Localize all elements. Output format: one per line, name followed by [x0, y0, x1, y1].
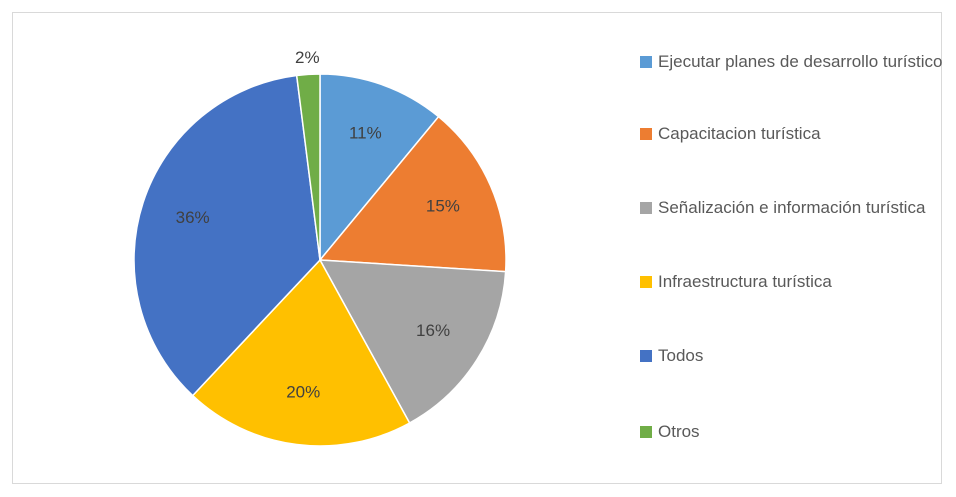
legend-label: Ejecutar planes de desarrollo turístico	[658, 52, 943, 71]
legend-swatch	[640, 426, 652, 438]
legend-swatch	[640, 128, 652, 140]
pie-slice	[133, 74, 321, 397]
data-label: 16%	[416, 321, 450, 340]
legend-swatch	[640, 56, 652, 68]
legend-item: Todos	[640, 341, 948, 371]
legend-label: Señalización e información turística	[658, 198, 926, 217]
pie-slice	[191, 258, 411, 447]
legend-item: Ejecutar planes de desarrollo turístico	[640, 47, 948, 77]
legend-label: Todos	[658, 346, 704, 365]
data-label: 11%	[349, 123, 382, 142]
data-label: 2%	[295, 48, 320, 67]
pie-slice	[295, 73, 321, 261]
pie-slice	[318, 259, 507, 425]
chart-border	[12, 12, 942, 484]
legend-label: Infraestructura turística	[658, 272, 832, 291]
legend-item: Otros	[640, 417, 948, 447]
legend-swatch	[640, 276, 652, 288]
legend-item: Señalización e información turística	[640, 193, 948, 223]
data-label: 15%	[426, 196, 460, 215]
pie-slice	[318, 115, 507, 273]
data-label: 36%	[176, 208, 210, 227]
legend-swatch	[640, 350, 652, 362]
legend-swatch	[640, 202, 652, 214]
legend-label: Capacitacion turística	[658, 124, 821, 143]
data-label: 20%	[286, 382, 320, 401]
pie-slice	[319, 73, 440, 263]
legend-item: Infraestructura turística	[640, 267, 948, 297]
legend-label: Otros	[658, 422, 700, 441]
legend-item: Capacitacion turística	[640, 119, 948, 149]
